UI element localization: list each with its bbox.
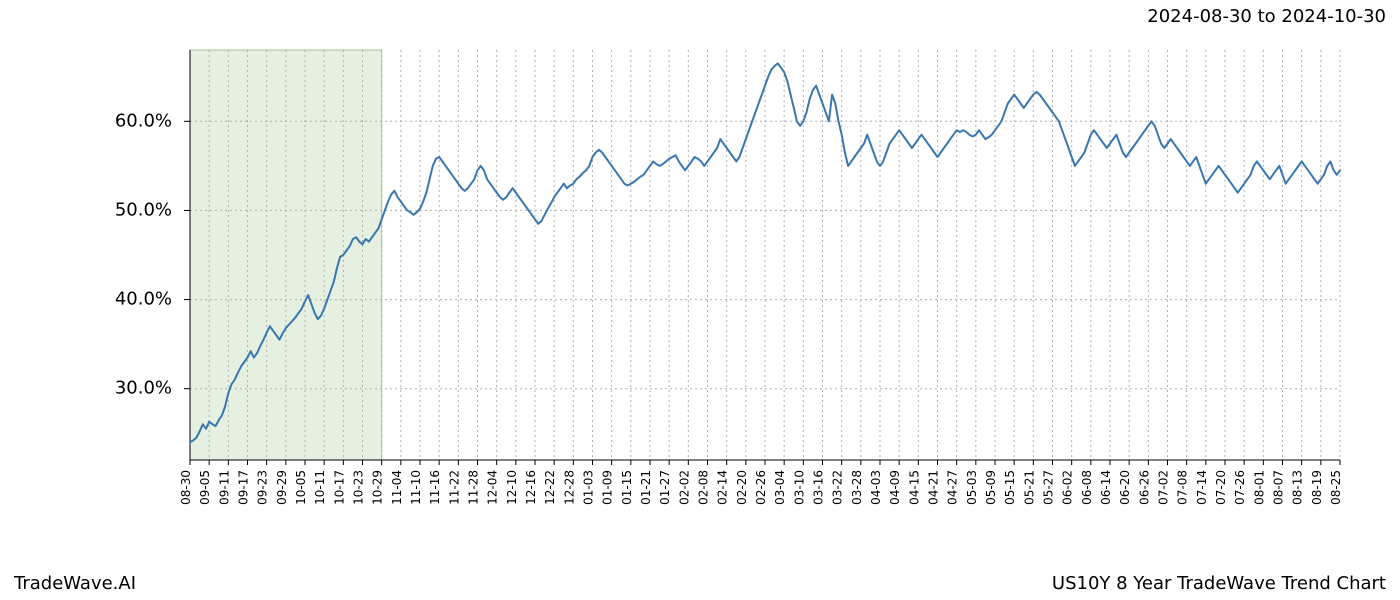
x-tick-label: 09-29	[275, 470, 289, 505]
x-tick-label: 11-22	[447, 470, 461, 505]
x-tick-label: 03-28	[850, 470, 864, 505]
brand-label: TradeWave.AI	[14, 573, 136, 594]
x-tick-label: 04-21	[927, 470, 941, 505]
x-tick-label: 12-04	[486, 470, 500, 505]
x-tick-label: 07-20	[1214, 470, 1228, 505]
x-tick-label: 02-08	[697, 470, 711, 505]
x-tick-label: 08-30	[179, 470, 193, 505]
x-tick-label: 08-01	[1252, 470, 1266, 505]
x-tick-label: 10-23	[352, 470, 366, 505]
x-tick-label: 09-23	[256, 470, 270, 505]
x-tick-label: 09-11	[217, 470, 231, 505]
x-tick-label: 10-29	[371, 470, 385, 505]
x-tick-label: 12-10	[505, 470, 519, 505]
chart-container: 30.0% 40.0% 50.0% 60.0% 08-30 09-05 09-11 09-17…	[0, 40, 1400, 560]
x-tick-label: 04-15	[907, 470, 921, 505]
x-tick-label: 04-03	[869, 470, 883, 505]
x-tick-label: 11-10	[409, 470, 423, 505]
date-range-label: 2024-08-30 to 2024-10-30	[1147, 6, 1386, 27]
x-tick-label: 02-14	[716, 470, 730, 505]
x-tick-label: 11-16	[428, 470, 442, 505]
x-tick-label: 12-22	[543, 470, 557, 505]
x-tick-label: 07-26	[1233, 470, 1247, 505]
x-tick-label: 03-04	[773, 470, 787, 505]
x-tick-label: 01-03	[582, 470, 596, 505]
x-tick-label: 06-20	[1118, 470, 1132, 505]
x-tick-label: 09-17	[237, 470, 251, 505]
x-tick-label: 10-17	[332, 470, 346, 505]
x-tick-label: 06-08	[1080, 470, 1094, 505]
y-tick-label: 30.0%	[115, 378, 172, 399]
x-tick-label: 01-27	[658, 470, 672, 505]
x-tick-label: 08-13	[1291, 470, 1305, 505]
x-tick-label: 06-26	[1137, 470, 1151, 505]
x-tick-label: 01-09	[601, 470, 615, 505]
x-tick-label: 05-09	[984, 470, 998, 505]
x-tick-label: 05-21	[1022, 470, 1036, 505]
x-tick-label: 04-27	[946, 470, 960, 505]
x-tick-label: 03-22	[831, 470, 845, 505]
x-tick-label: 02-20	[735, 470, 749, 505]
x-tick-label: 03-16	[812, 470, 826, 505]
y-tick-label: 50.0%	[115, 199, 172, 220]
x-tick-label: 12-28	[562, 470, 576, 505]
x-tick-label: 10-05	[294, 470, 308, 505]
x-tick-label: 05-27	[1042, 470, 1056, 505]
x-tick-label: 11-04	[390, 470, 404, 505]
x-tick-label: 07-02	[1157, 470, 1171, 505]
x-tick-label: 06-02	[1061, 470, 1075, 505]
x-tick-label: 05-03	[965, 470, 979, 505]
y-tick-label: 40.0%	[115, 289, 172, 310]
x-tick-label: 08-19	[1310, 470, 1324, 505]
x-tick-label: 09-05	[198, 470, 212, 505]
x-tick-label: 03-10	[792, 470, 806, 505]
x-tick-label: 08-25	[1329, 470, 1343, 505]
y-tick-label: 60.0%	[115, 110, 172, 131]
x-tick-label: 01-21	[639, 470, 653, 505]
x-tick-label: 05-15	[1003, 470, 1017, 505]
x-tick-label: 06-14	[1099, 470, 1113, 505]
x-tick-label: 11-28	[467, 470, 481, 505]
trend-chart: 30.0% 40.0% 50.0% 60.0% 08-30 09-05 09-11 09-17…	[0, 40, 1400, 560]
x-tick-label: 04-09	[888, 470, 902, 505]
x-tick-label: 01-15	[620, 470, 634, 505]
x-tick-label: 07-14	[1195, 470, 1209, 505]
x-tick-label: 02-26	[754, 470, 768, 505]
x-tick-label: 07-08	[1176, 470, 1190, 505]
x-tick-label: 12-16	[524, 470, 538, 505]
x-tick-label: 02-02	[677, 470, 691, 505]
x-tick-label: 10-11	[313, 470, 327, 505]
x-tick-label: 08-07	[1272, 470, 1286, 505]
chart-title-label: US10Y 8 Year TradeWave Trend Chart	[1052, 573, 1386, 594]
